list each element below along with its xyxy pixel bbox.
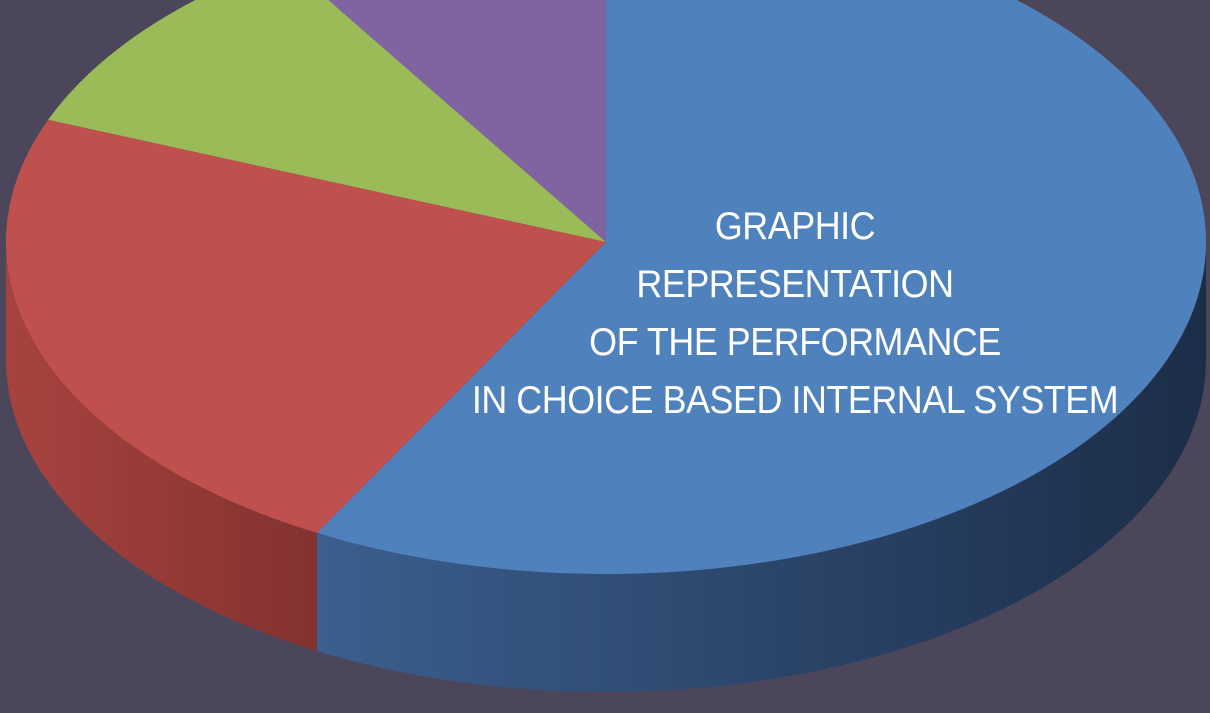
title-line-1: GRAPHIC: [714, 205, 876, 248]
title-line-4: IN CHOICE BASED INTERNAL SYSTEM: [471, 379, 1119, 422]
pie-side-walls: [6, 242, 1207, 692]
pie-slice-side-2: [6, 242, 317, 651]
pie-slice-3: [48, 0, 606, 242]
pie-slice-side-1: [316, 242, 1207, 692]
pie-slice-2: [6, 119, 607, 533]
pie-slice-4: [328, 0, 606, 242]
pie-slice-1: [316, 0, 1206, 574]
title-line-2: REPRESENTATION: [636, 263, 954, 306]
chart-title: GRAPHIC REPRESENTATION OF THE PERFORMANC…: [468, 198, 1121, 430]
pie-top-faces: [6, 0, 1206, 574]
title-line-3: OF THE PERFORMANCE: [589, 321, 1001, 364]
